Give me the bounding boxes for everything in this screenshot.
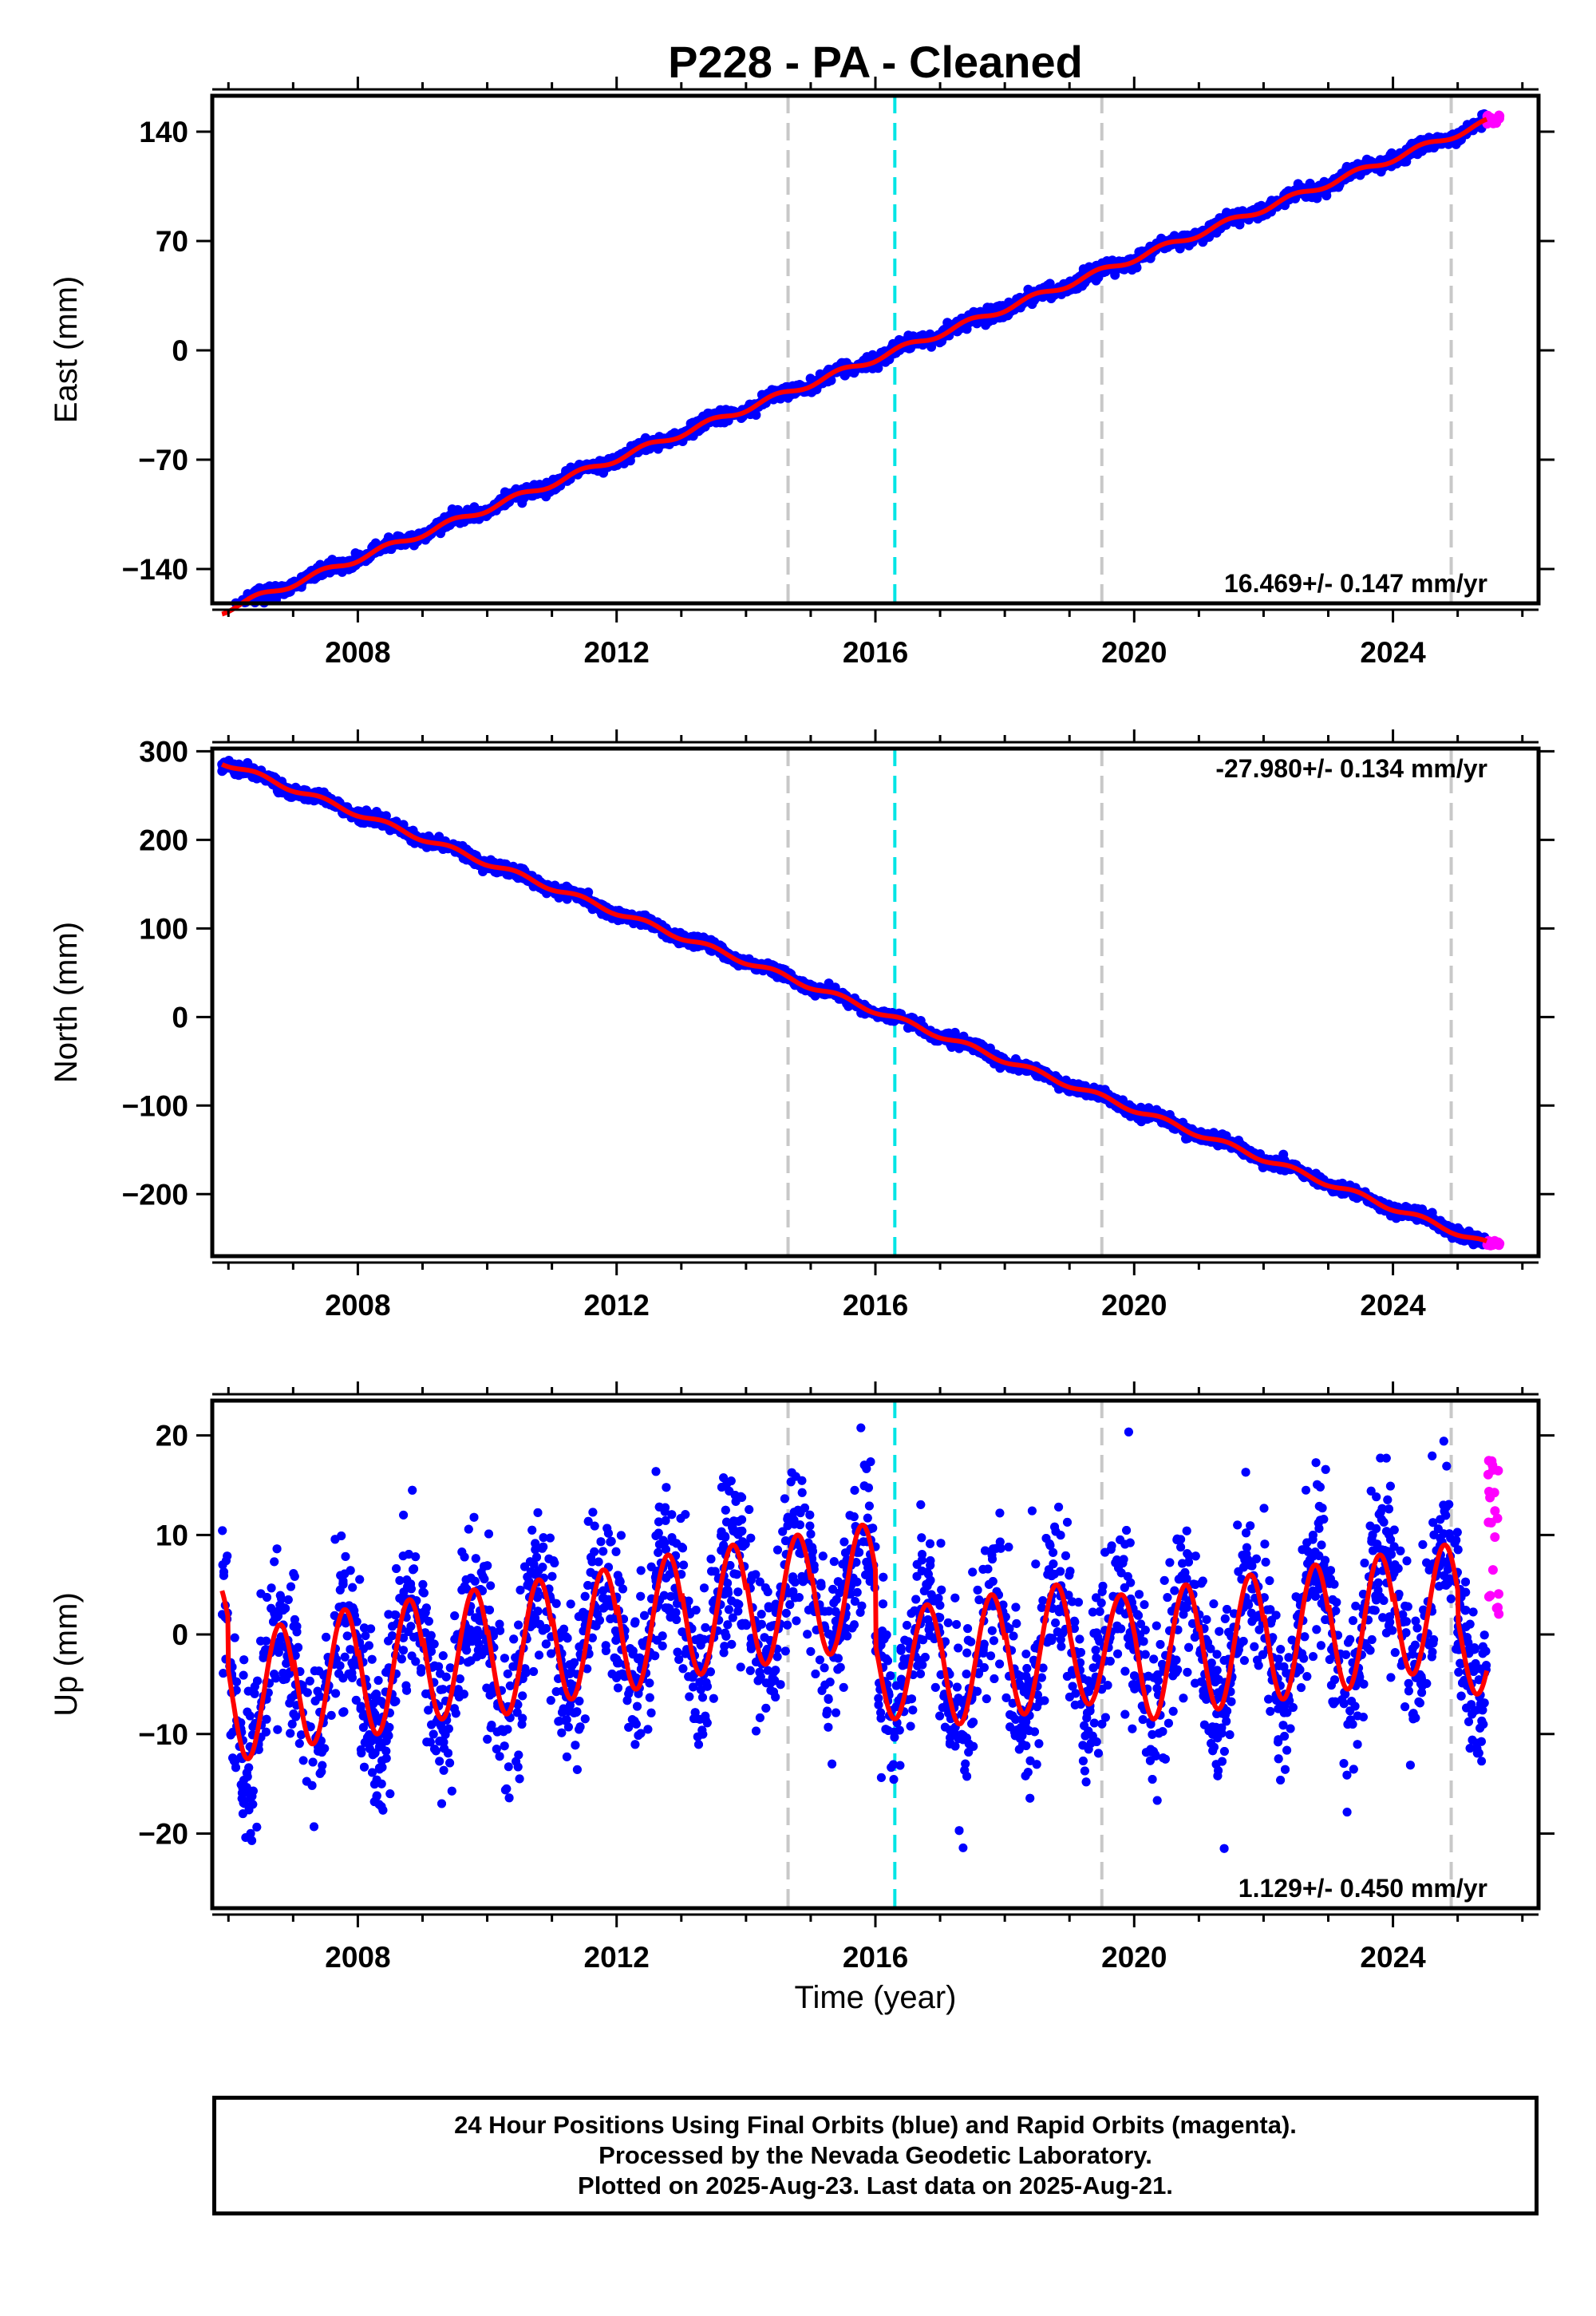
east-x-tick-label: 2020 — [1101, 636, 1167, 669]
east-y-tick-label: −140 — [122, 553, 188, 586]
east-data-point — [1385, 150, 1396, 160]
east-x-tick-label: 2008 — [325, 636, 390, 669]
east-y-tick-label: 0 — [172, 334, 188, 367]
east-plot-area — [221, 96, 1505, 617]
east-x-tick-label: 2016 — [843, 636, 908, 669]
east-final-orbit-points — [231, 109, 1491, 608]
east-y-tick-label: −70 — [138, 444, 188, 476]
east-y-tick-label: 140 — [139, 116, 188, 148]
east-x-tick-label: 2024 — [1360, 636, 1426, 669]
east-model-line — [221, 117, 1488, 617]
north-plot-area — [217, 749, 1505, 1256]
east-y-tick-label: 70 — [156, 225, 188, 258]
east-x-tick-label: 2012 — [584, 636, 650, 669]
east-y-axis-label: East (mm) — [49, 276, 84, 423]
east-data-point — [1045, 279, 1055, 289]
east-rate-label: 16.469+/- 0.147 mm/yr — [1224, 569, 1487, 598]
east-rapid-point — [1487, 117, 1497, 127]
north-data-point — [1208, 1128, 1219, 1138]
east-rate-holder: 16.469+/- 0.147 mm/yr — [1224, 569, 1487, 598]
east-panel: 2008 2012 2016 2020 2024 −140 −70 0 70 140 16.469… — [49, 77, 1555, 669]
